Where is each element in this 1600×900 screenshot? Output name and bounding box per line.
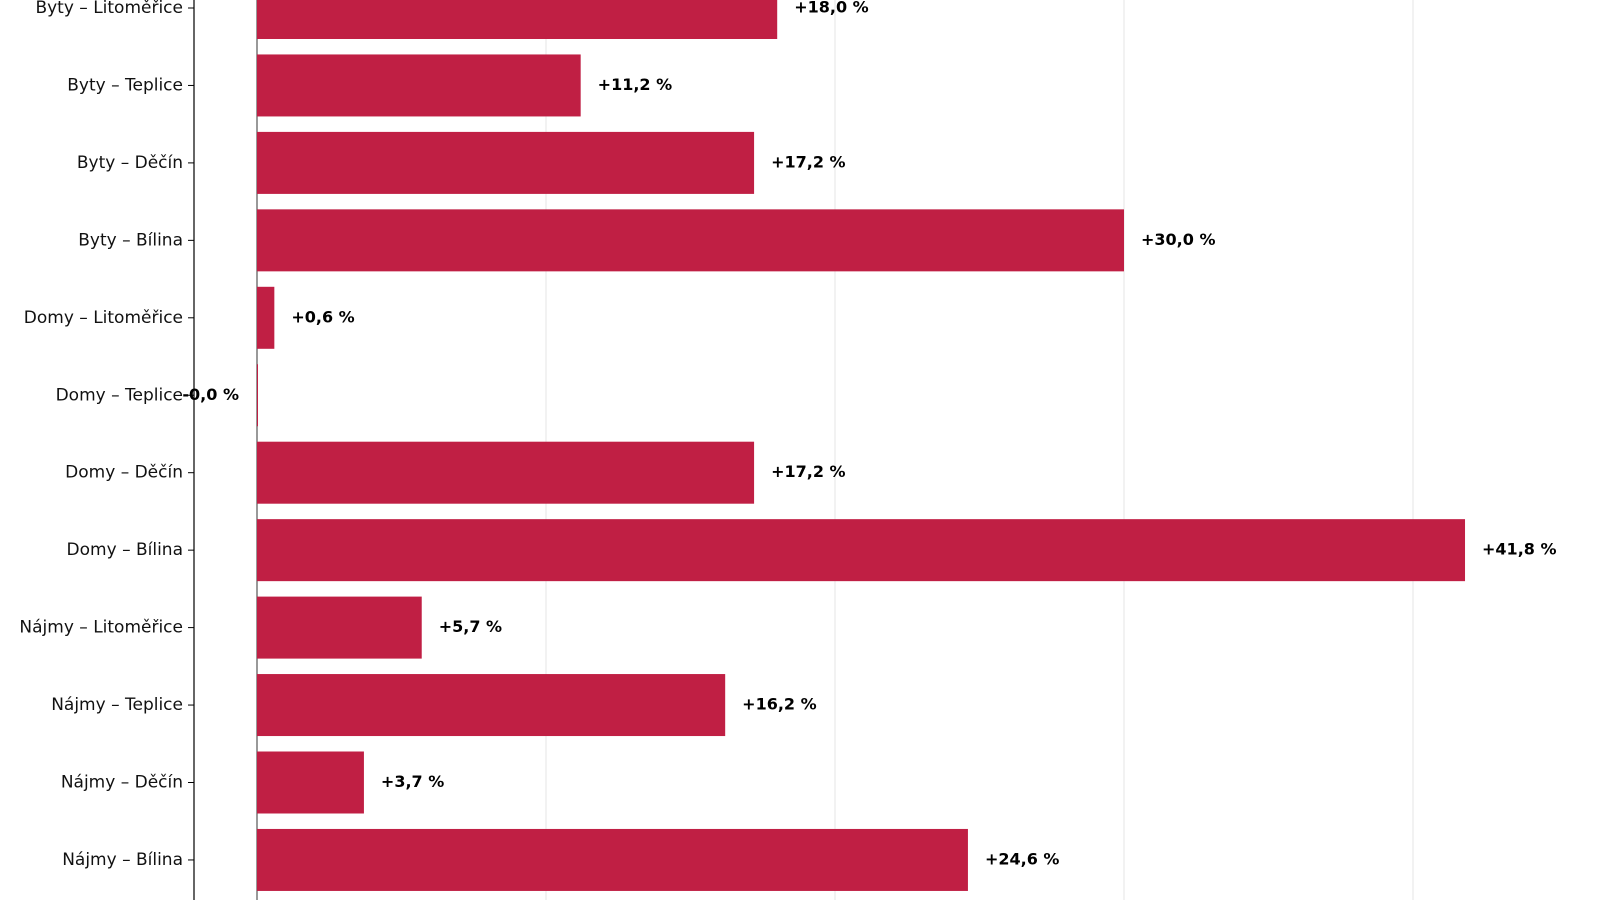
bar xyxy=(257,131,755,194)
category-label: Nájmy – Teplice xyxy=(51,695,183,715)
category-label: Byty – Bílina xyxy=(78,230,183,250)
value-label: +5,7 % xyxy=(439,617,502,636)
bar xyxy=(257,828,968,891)
category-label: Byty – Děčín xyxy=(77,153,183,173)
value-label: +41,8 % xyxy=(1482,540,1556,559)
bar xyxy=(257,596,422,659)
bar xyxy=(257,519,1466,582)
category-label: Domy – Litoměřice xyxy=(24,308,183,328)
value-label: -0,0 % xyxy=(182,385,239,404)
bar xyxy=(257,674,726,737)
bars xyxy=(257,0,1466,891)
category-label: Domy – Teplice xyxy=(56,385,183,405)
bar xyxy=(257,0,778,39)
value-label: +30,0 % xyxy=(1141,230,1215,249)
value-label: +16,2 % xyxy=(742,695,816,714)
value-label: +17,2 % xyxy=(771,462,845,481)
category-label: Nájmy – Bílina xyxy=(62,850,183,870)
value-label: +17,2 % xyxy=(771,152,845,171)
y-axis xyxy=(188,0,195,900)
bar xyxy=(257,209,1124,272)
value-label: +18,0 % xyxy=(794,0,868,17)
value-label: +24,6 % xyxy=(985,849,1059,868)
bar xyxy=(257,441,755,504)
category-label: Byty – Teplice xyxy=(67,75,183,95)
category-label: Domy – Bílina xyxy=(67,540,183,560)
value-label: +11,2 % xyxy=(598,75,672,94)
bar xyxy=(257,751,364,814)
bar xyxy=(257,54,581,117)
value-label: +3,7 % xyxy=(381,772,444,791)
category-label: Nájmy – Litoměřice xyxy=(19,618,183,638)
category-label: Nájmy – Děčín xyxy=(61,773,183,793)
bar xyxy=(257,286,275,349)
category-label: Byty – Litoměřice xyxy=(35,0,183,18)
category-label: Domy – Děčín xyxy=(65,463,183,483)
value-label: +0,6 % xyxy=(291,307,354,326)
labels: Byty – Litoměřice +18,0 % Byty – Teplice +1… xyxy=(19,0,1556,870)
bar xyxy=(257,364,258,427)
